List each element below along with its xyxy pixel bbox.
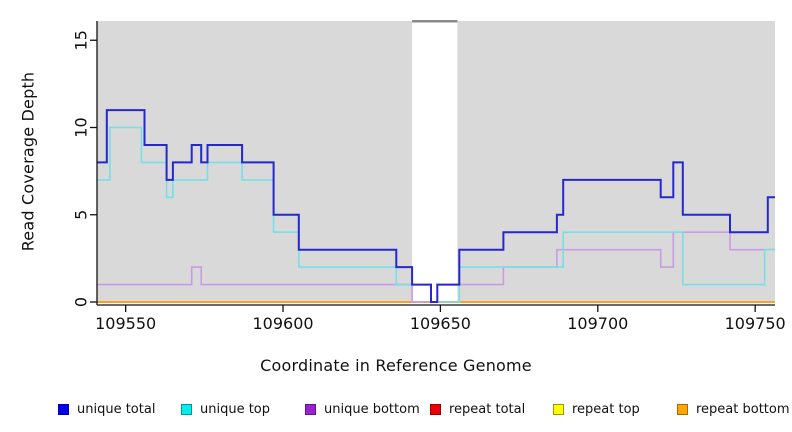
legend-item-repeat-top: repeat top [553, 398, 640, 420]
repeat-total-swatch-icon [430, 403, 441, 415]
x-tick-label: 109550 [95, 314, 156, 333]
y-tick-label: 10 [72, 117, 91, 137]
legend-label: repeat total [449, 401, 526, 417]
repeat-bottom-swatch-icon [677, 403, 688, 415]
masked-region-cap [412, 20, 458, 23]
series-line-unique-top [97, 126, 775, 303]
legend-label: repeat top [572, 401, 640, 417]
y-tick-label: 15 [71, 30, 90, 50]
legend-item-unique-bottom: unique bottom [305, 398, 420, 420]
series-line-unique-total [97, 109, 775, 303]
legend-label: unique top [200, 401, 271, 417]
x-axis-title: Coordinate in Reference Genome [260, 356, 532, 375]
y-tick-label: 0 [72, 297, 91, 307]
x-tick-label: 109650 [410, 314, 471, 333]
y-axis-title: Read Coverage Depth [18, 71, 38, 252]
legend-item-repeat-bottom: repeat bottom [677, 398, 790, 420]
series-line-unique-bottom [97, 231, 775, 303]
y-tick-label: 5 [71, 210, 90, 220]
x-tick-label: 109700 [567, 314, 628, 333]
legend-label: repeat bottom [696, 401, 790, 417]
unique-top-swatch-icon [181, 403, 192, 415]
coverage-chart-canvas: 0 5 10 15 109550 109600 109650 109700 109750 [71, 20, 786, 333]
legend-label: unique total [77, 401, 156, 417]
x-tick-label: 109600 [252, 314, 313, 333]
legend-item-unique-top: unique top [181, 398, 270, 420]
unique-bottom-swatch-icon [305, 403, 316, 415]
x-tick-label: 109750 [725, 314, 786, 333]
repeat-top-swatch-icon [553, 403, 564, 415]
legend-label: unique bottom [324, 401, 420, 417]
legend-item-repeat-total: repeat total [430, 398, 525, 420]
legend-item-unique-total: unique total [58, 398, 155, 420]
masked-region [412, 21, 458, 303]
chart-legend: unique total unique top unique bottom re… [0, 398, 792, 424]
unique-total-swatch-icon [58, 403, 69, 415]
